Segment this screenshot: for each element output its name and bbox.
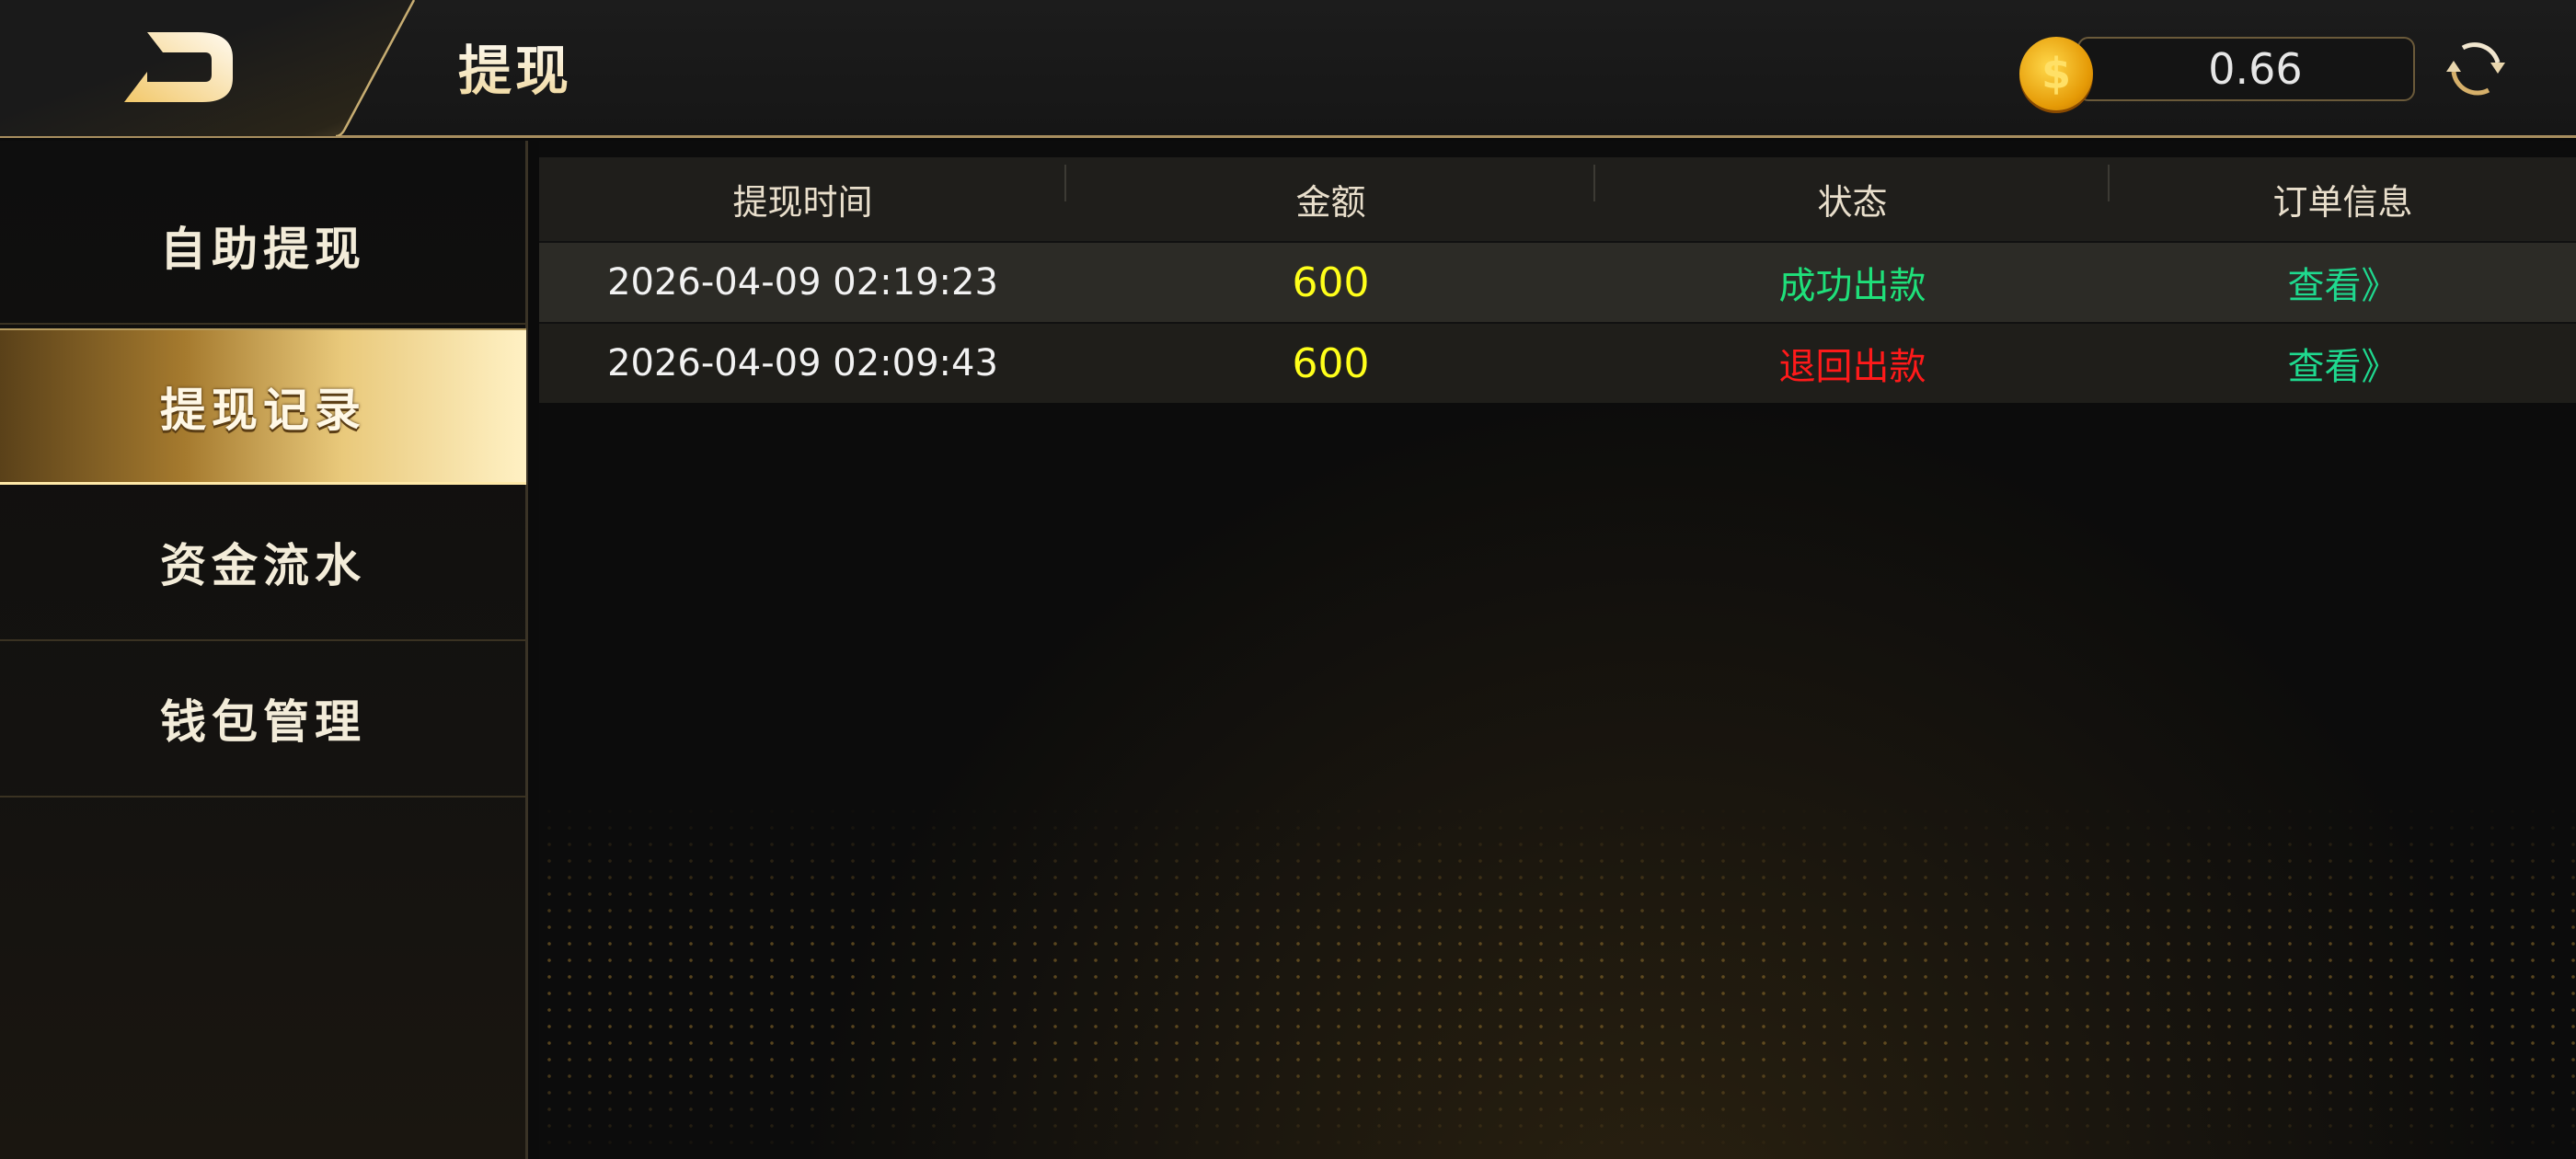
- row-status: 退回出款: [1778, 346, 1926, 388]
- back-logo-icon[interactable]: [124, 30, 235, 104]
- refresh-icon[interactable]: [2444, 35, 2507, 99]
- column-header-time: 提现时间: [539, 165, 1066, 224]
- view-order-link[interactable]: 查看》: [2287, 346, 2398, 388]
- coin-dollar-icon: $: [2019, 37, 2093, 110]
- withdraw-records-table: 提现时间 金额 状态 订单信息 2026-04-09 02:19:23 600 …: [539, 157, 2576, 403]
- header-back-panel: [0, 0, 414, 136]
- records-panel: 提现时间 金额 状态 订单信息 2026-04-09 02:19:23 600 …: [539, 141, 2576, 1159]
- sidebar-item-wallet-management[interactable]: 钱包管理: [0, 641, 526, 798]
- view-order-link[interactable]: 查看》: [2287, 265, 2398, 307]
- header-divider-line: [336, 0, 416, 136]
- coin-symbol: $: [2041, 49, 2071, 98]
- sidebar-item-self-withdraw[interactable]: 自助提现: [0, 168, 526, 325]
- sidebar-item-withdraw-records[interactable]: 提现记录: [0, 328, 526, 485]
- column-header-order-info: 订单信息: [2272, 182, 2413, 223]
- column-header-amount: 金额: [1066, 165, 1595, 224]
- background-dot-pattern: [539, 803, 2576, 1159]
- table-header: 提现时间 金额 状态 订单信息: [539, 157, 2576, 241]
- row-time: 2026-04-09 02:19:23: [607, 261, 998, 304]
- row-time: 2026-04-09 02:09:43: [607, 342, 998, 384]
- top-bar: 提现 $ 0.66: [0, 0, 2576, 138]
- table-row: 2026-04-09 02:09:43 600 退回出款 查看》: [539, 322, 2576, 403]
- row-status: 成功出款: [1778, 265, 1926, 307]
- page-title: 提现: [458, 28, 572, 105]
- row-amount: 600: [1292, 258, 1370, 306]
- column-header-status: 状态: [1595, 165, 2110, 224]
- table-row: 2026-04-09 02:19:23 600 成功出款 查看》: [539, 241, 2576, 322]
- sidebar-item-fund-flow[interactable]: 资金流水: [0, 485, 526, 641]
- balance-display: 0.66: [2077, 37, 2415, 101]
- row-amount: 600: [1292, 339, 1370, 387]
- sidebar: 自助提现 提现记录 资金流水 钱包管理: [0, 141, 528, 1159]
